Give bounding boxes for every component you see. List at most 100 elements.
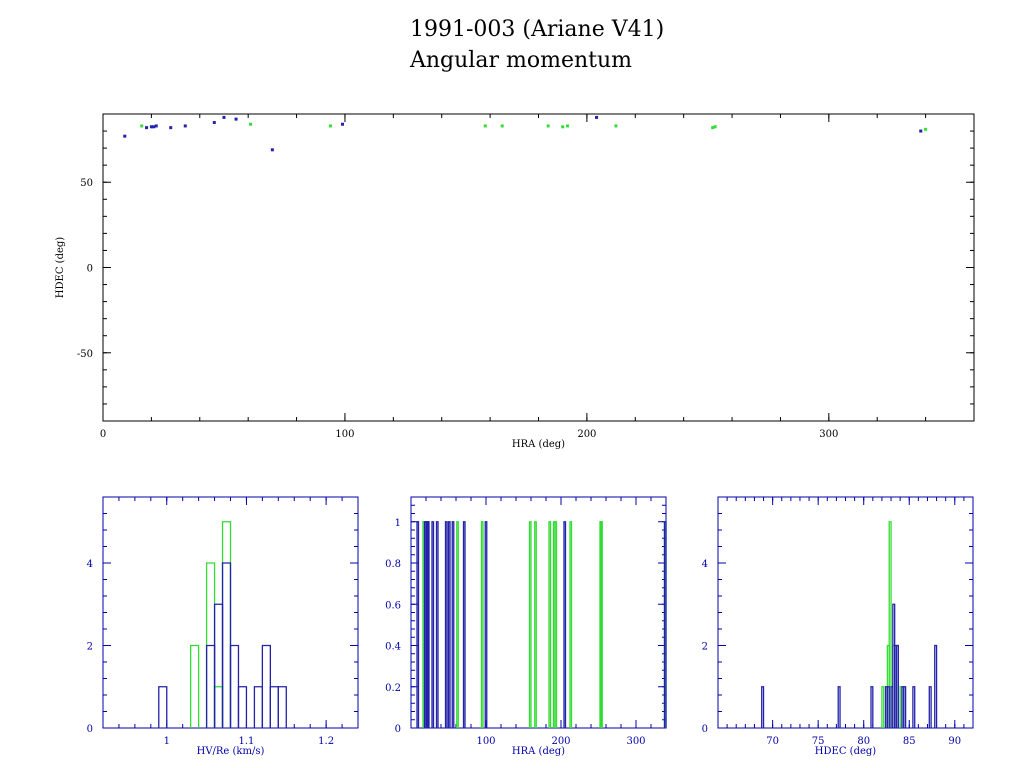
- y-tick-label: 0: [702, 724, 708, 735]
- histogram-bar: [895, 644, 899, 728]
- data-point: [169, 126, 173, 130]
- y-tick-label: 0.4: [385, 642, 401, 653]
- x-tick-label: 0: [100, 429, 106, 440]
- histogram-bar: [190, 644, 200, 728]
- histogram-bar: [480, 521, 484, 728]
- x-tick-label: 70: [766, 736, 779, 747]
- histogram-bar: [912, 686, 916, 728]
- x-tick-label: 85: [903, 736, 916, 747]
- histogram-bar: [431, 521, 435, 728]
- histogram-bar: [447, 521, 451, 728]
- data-point: [713, 125, 717, 129]
- histogram-bar: [229, 644, 240, 728]
- plot-frame: [410, 496, 667, 729]
- histogram-bar: [837, 686, 841, 728]
- x-tick-label: 75: [812, 736, 825, 747]
- histogram-bar: [253, 686, 264, 728]
- y-tick-label: 2: [702, 642, 708, 653]
- x-tick-label: 200: [577, 429, 596, 440]
- data-point: [270, 148, 274, 152]
- chart-hist-hra: 100 200 300 0 0.2 0.4 0.6 0.8 1 HRA (deg): [385, 496, 667, 757]
- histogram-bar: [934, 644, 938, 728]
- histogram-bar: [213, 603, 224, 728]
- title-line-2: Angular momentum: [410, 48, 632, 73]
- histogram-bar: [269, 686, 279, 728]
- histogram-bar: [663, 521, 667, 728]
- plot-frame: [102, 113, 975, 422]
- y-tick-label: 0: [395, 724, 401, 735]
- chart-hist-hv: 1 1.1 1.2 0 2 4 HV/Re (km/s): [87, 496, 359, 757]
- data-point: [145, 126, 149, 130]
- x-axis-label: HDEC (deg): [815, 746, 876, 757]
- data-point: [149, 125, 153, 129]
- data-point: [154, 124, 158, 128]
- data-point: [483, 124, 487, 128]
- x-tick-label: 90: [948, 736, 961, 747]
- histogram-bar: [462, 521, 466, 728]
- data-point: [500, 124, 504, 128]
- x-axis-label: HRA (deg): [512, 746, 565, 757]
- histogram-bar: [205, 644, 216, 728]
- histogram-bar: [426, 521, 430, 728]
- title-line-1: 1991-003 (Ariane V41): [410, 17, 665, 42]
- data-point: [183, 124, 187, 128]
- histogram-bar: [484, 521, 488, 728]
- histogram-bar: [435, 521, 439, 728]
- y-tick-label: 1: [395, 518, 401, 529]
- histogram-bar: [444, 521, 448, 728]
- x-tick-label: 1.2: [318, 736, 334, 747]
- data-point: [561, 125, 565, 129]
- histogram-bar: [158, 686, 168, 728]
- data-point: [249, 122, 253, 126]
- x-tick-label: 200: [551, 736, 570, 747]
- histogram-bar: [456, 521, 459, 728]
- x-tick-label: 1: [164, 736, 170, 747]
- histogram-bar: [416, 521, 420, 728]
- histogram-bar: [903, 686, 907, 728]
- chart-scatter: 0 100 200 300 50 0 -50 HRA (deg) HDEC (deg): [55, 113, 975, 450]
- histogram-bar: [886, 686, 890, 728]
- data-point: [140, 124, 144, 128]
- chart-hist-hdec: 70 75 80 85 90 0 2 4 HDEC (deg): [702, 496, 974, 757]
- histogram-bar: [221, 521, 232, 728]
- histogram-bar: [451, 521, 455, 728]
- histogram-bar: [277, 686, 287, 728]
- y-tick-label: -50: [77, 349, 93, 360]
- y-tick-label: 0: [87, 264, 93, 275]
- data-point: [328, 124, 332, 128]
- histogram-bar: [600, 521, 603, 728]
- data-point: [234, 117, 238, 121]
- data-point: [341, 122, 345, 126]
- y-tick-label: 50: [80, 178, 93, 189]
- x-tick-label: 100: [476, 736, 495, 747]
- y-tick-label: 0: [87, 724, 93, 735]
- x-axis-label: HV/Re (km/s): [197, 746, 265, 757]
- y-axis-label: HDEC (deg): [55, 237, 66, 298]
- histogram-bar: [237, 686, 248, 728]
- x-tick-label: 1.1: [238, 736, 254, 747]
- histogram-bar: [528, 521, 532, 728]
- histogram-bar: [548, 521, 552, 728]
- x-tick-label: 80: [857, 736, 870, 747]
- x-tick-label: 100: [335, 429, 354, 440]
- data-point: [566, 124, 570, 128]
- chart-title: 1991-003 (Ariane V41) Angular momentum: [410, 14, 664, 76]
- data-point: [919, 129, 923, 133]
- histogram-bar: [761, 686, 765, 728]
- y-tick-label: 0.6: [385, 600, 401, 611]
- histogram-bar: [870, 686, 874, 728]
- histogram-bar: [928, 686, 932, 728]
- data-point: [546, 124, 550, 128]
- histogram-bar: [888, 521, 892, 728]
- y-tick-label: 0.2: [385, 683, 401, 694]
- histogram-bar: [569, 521, 573, 728]
- histogram-bar: [554, 521, 558, 728]
- y-tick-label: 0.8: [385, 559, 401, 570]
- y-tick-label: 4: [87, 559, 93, 570]
- histogram-bar: [221, 562, 232, 728]
- data-point: [924, 127, 928, 131]
- y-tick-label: 4: [702, 559, 708, 570]
- data-point: [614, 124, 618, 128]
- x-tick-label: 300: [626, 736, 645, 747]
